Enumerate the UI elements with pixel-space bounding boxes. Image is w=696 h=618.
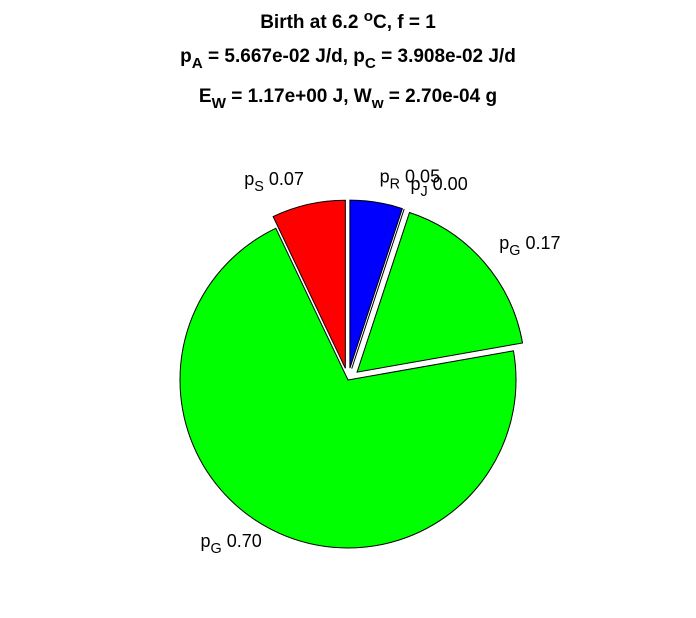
pie-slice (179, 227, 517, 549)
chart-title: pA​ = 5.667e-02 J/d, pC​ = 3.908e-02 J/d (180, 46, 516, 72)
subscript: S (254, 179, 264, 195)
text-run: p (499, 233, 509, 253)
slice-label: pR​ 0.05 (380, 166, 440, 192)
text-run: E (199, 86, 212, 107)
slice-label: pJ​ 0.00 (410, 174, 467, 200)
pie-slice (356, 211, 524, 373)
text-run: p (180, 46, 192, 67)
value-label: 0.17 (520, 233, 560, 253)
slice-label: pG​ 0.70 (201, 531, 262, 557)
slice-label: pG​ 0.17 (499, 233, 560, 259)
chart-title: Birth at 6.2 o​C, f = 1 (260, 8, 436, 33)
value-label: 0.07 (264, 169, 304, 189)
subscript: G (211, 541, 222, 557)
text-run: p (380, 166, 390, 186)
subscript: C (365, 55, 376, 72)
subscript: J (420, 184, 427, 200)
text-run: = 5.667e-02 J/d, p (203, 46, 365, 67)
slice-label: pS​ 0.07 (244, 169, 304, 195)
pie-slice (349, 199, 403, 369)
text-run: p (244, 169, 254, 189)
text-run: = 1.17e+00 J, W (226, 86, 372, 107)
text-run: = 2.70e-04 g (384, 86, 498, 107)
subscript: A (192, 55, 203, 72)
text-run: = 3.908e-02 J/d (376, 46, 516, 67)
subscript: W (212, 95, 227, 112)
pie-slice (272, 199, 346, 369)
chart-title: EW​ = 1.17e+00 J, Ww​ = 2.70e-04 g (199, 86, 497, 112)
subscript: w (371, 95, 384, 112)
text-run: p (201, 531, 211, 551)
superscript: o (364, 8, 373, 25)
text-run: p (410, 174, 420, 194)
text-run: Birth at 6.2 (260, 12, 363, 33)
value-label: 0.00 (428, 174, 468, 194)
subscript: R (390, 176, 400, 192)
text-run: C, f = 1 (373, 12, 436, 33)
subscript: G (509, 243, 520, 259)
value-label: 0.70 (222, 531, 262, 551)
value-label: 0.05 (400, 166, 440, 186)
